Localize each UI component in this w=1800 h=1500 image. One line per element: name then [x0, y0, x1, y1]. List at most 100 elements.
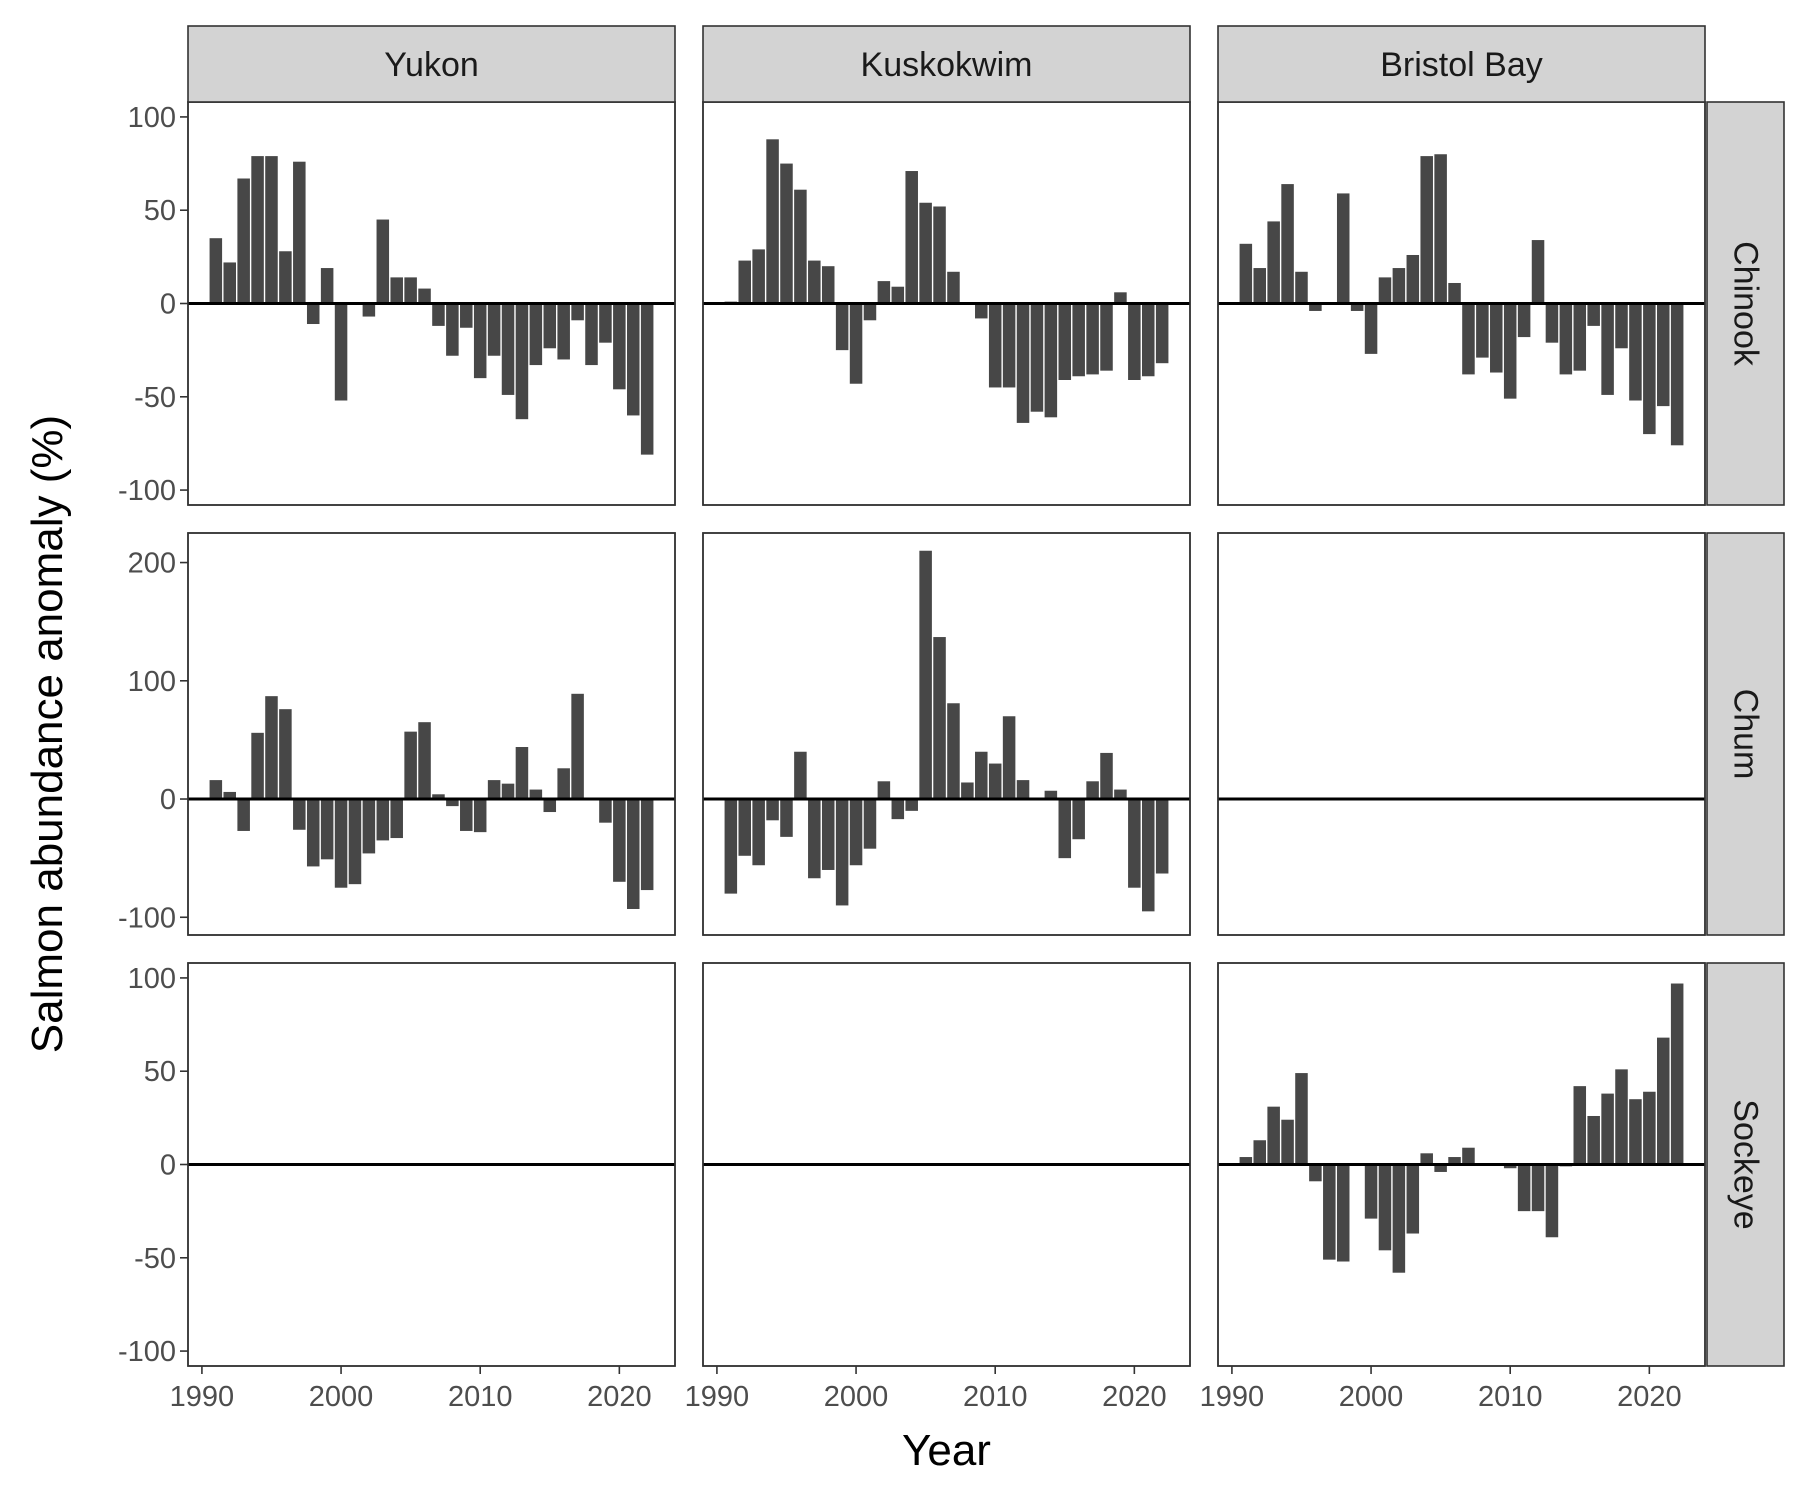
bar-1995: Yukon Chum 1995: 87 [265, 696, 278, 800]
bar-2002: Yukon Chum 2002: -46 [362, 799, 376, 854]
bar-1995: Bristol Bay Chinook 1995: 17 [1295, 271, 1308, 304]
bar-1999: Kuskokwim Chum 1999: -90 [835, 799, 849, 906]
bar-2018: Bristol Bay Sockeye 2018: 51 [1615, 1069, 1628, 1165]
bar-2015: Bristol Bay Sockeye 2015: 42 [1573, 1086, 1587, 1165]
column-strip-kuskokwim [702, 25, 1191, 103]
bar-2016: Kuskokwim Chinook 2016: -39 [1072, 303, 1085, 377]
bar-2008: Kuskokwim Chum 2008: 14 [961, 782, 974, 800]
x-tick-label: 2000 [824, 1381, 889, 1413]
bar-2002: Yukon Chinook 2002: -7 [362, 303, 376, 317]
bar-2003: Kuskokwim Chum 2003: -17 [891, 799, 905, 820]
bar-2001: Bristol Bay Sockeye 2001: -46 [1378, 1164, 1392, 1251]
row-strip-label: Sockeye [1727, 1099, 1765, 1229]
x-axis-title: Year [902, 1426, 991, 1475]
bar-1995: Bristol Bay Sockeye 1995: 49 [1295, 1073, 1308, 1165]
panel-background [702, 532, 1191, 936]
panel-chum-kuskokwim: Kuskokwim Chum 1991: -80Kuskokwim Chum 1… [702, 532, 1191, 936]
bar-2014: Yukon Chum 2014: 8 [529, 789, 543, 800]
bar-2020: Bristol Bay Sockeye 2020: 39 [1643, 1091, 1656, 1165]
bar-2005: Bristol Bay Sockeye 2005: -4 [1434, 1164, 1447, 1172]
bar-2000: Bristol Bay Chinook 2000: -27 [1364, 303, 1378, 354]
column-strip-label: Yukon [384, 46, 479, 84]
bar-2013: Yukon Chum 2013: 44 [515, 747, 529, 800]
bar-1992: Kuskokwim Chum 1992: -48 [738, 799, 751, 856]
bar-2003: Kuskokwim Chinook 2003: 9 [891, 286, 905, 304]
bar-2020: Bristol Bay Chinook 2020: -70 [1643, 303, 1656, 435]
y-tick-label: 100 [128, 666, 176, 698]
bar-2004: Kuskokwim Chum 2004: -10 [905, 799, 918, 811]
row-strip-sockeye [1706, 962, 1785, 1367]
bar-2002: Kuskokwim Chinook 2002: 12 [877, 281, 891, 304]
bar-2002: Kuskokwim Chum 2002: 15 [877, 781, 891, 800]
bar-1999: Kuskokwim Chinook 1999: -25 [835, 303, 849, 351]
bar-2016: Bristol Bay Sockeye 2016: 26 [1587, 1115, 1600, 1165]
bar-2000: Bristol Bay Sockeye 2000: -29 [1364, 1164, 1378, 1219]
bar-1996: Bristol Bay Chinook 1996: -4 [1309, 303, 1322, 311]
bar-1993: Kuskokwim Chinook 1993: 29 [752, 249, 765, 304]
bar-2017: Kuskokwim Chum 2017: 15 [1086, 781, 1099, 800]
bar-1994: Bristol Bay Sockeye 1994: 24 [1281, 1119, 1294, 1165]
bar-2011: Bristol Bay Chinook 2011: -18 [1517, 303, 1531, 338]
panel-chum-bristol-bay [1217, 532, 1706, 936]
bar-2009: Yukon Chum 2009: -27 [460, 799, 473, 831]
bar-2009: Yukon Chinook 2009: -13 [460, 303, 473, 328]
bar-2008: Yukon Chinook 2008: -28 [446, 303, 459, 356]
x-tick-label: 2020 [1617, 1381, 1682, 1413]
bar-1997: Yukon Chinook 1997: 76 [293, 161, 306, 304]
bar-2005: Kuskokwim Chum 2005: 210 [919, 550, 932, 800]
bar-2011: Yukon Chinook 2011: -28 [487, 303, 501, 356]
panel-border [702, 962, 1191, 1367]
bar-2014: Bristol Bay Chinook 2014: -38 [1559, 303, 1573, 375]
bar-2022: Yukon Chinook 2022: -81 [640, 303, 654, 455]
bar-2002: Bristol Bay Chinook 2002: 19 [1392, 268, 1406, 304]
bar-1991: Kuskokwim Chum 1991: -80 [724, 799, 738, 894]
row-strip-label: Chum [1727, 689, 1765, 780]
bar-2012: Kuskokwim Chinook 2012: -64 [1016, 303, 1030, 423]
bar-1998: Bristol Bay Sockeye 1998: -52 [1336, 1164, 1350, 1262]
bar-1994: Yukon Chum 1994: 56 [251, 732, 264, 800]
bar-2004: Yukon Chinook 2004: 14 [390, 277, 403, 304]
bar-2017: Bristol Bay Chinook 2017: -49 [1601, 303, 1614, 395]
bar-1993: Kuskokwim Chum 1993: -56 [752, 799, 765, 866]
bar-1996: Yukon Chum 1996: 76 [279, 709, 292, 800]
bar-1999: Yukon Chum 1999: -51 [320, 799, 334, 860]
bar-2013: Kuskokwim Chinook 2013: -58 [1030, 303, 1044, 412]
bar-1997: Kuskokwim Chum 1997: -67 [808, 799, 821, 879]
y-tick-label: -100 [118, 1336, 176, 1368]
bar-2010: Kuskokwim Chinook 2010: -45 [988, 303, 1002, 388]
bar-1995: Kuskokwim Chum 1995: -32 [780, 799, 793, 837]
x-tick-label: 2000 [1339, 1381, 1404, 1413]
bar-2005: Kuskokwim Chinook 2005: 54 [919, 202, 932, 304]
bar-1998: Yukon Chum 1998: -57 [306, 799, 320, 867]
panel-border [702, 532, 1191, 936]
bar-2020: Yukon Chinook 2020: -46 [613, 303, 626, 390]
bar-2005: Bristol Bay Chinook 2005: 80 [1434, 154, 1447, 304]
bar-2021: Kuskokwim Chum 2021: -95 [1142, 799, 1155, 912]
bar-1996: Bristol Bay Sockeye 1996: -9 [1309, 1164, 1322, 1182]
bar-2006: Yukon Chinook 2006: 8 [418, 288, 431, 304]
bar-2007: Bristol Bay Sockeye 2007: 9 [1462, 1147, 1475, 1165]
bar-1999: Bristol Bay Chinook 1999: -4 [1350, 303, 1364, 311]
bar-2014: Kuskokwim Chum 2014: 7 [1044, 790, 1058, 800]
bar-2000: Yukon Chinook 2000: -52 [334, 303, 348, 401]
bar-2012: Bristol Bay Chinook 2012: 34 [1531, 240, 1545, 304]
y-tick-label: 0 [160, 784, 176, 816]
bar-2016: Yukon Chum 2016: 26 [557, 768, 570, 800]
x-tick-label: 2010 [1478, 1381, 1543, 1413]
panel-sockeye-bristol-bay: Bristol Bay Sockeye 1991: 4Bristol Bay S… [1200, 962, 1706, 1413]
bar-2021: Kuskokwim Chinook 2021: -39 [1142, 303, 1155, 377]
bar-2020: Kuskokwim Chinook 2020: -41 [1128, 303, 1141, 380]
bar-1992: Bristol Bay Chinook 1992: 19 [1253, 268, 1266, 304]
bar-2006: Kuskokwim Chinook 2006: 52 [933, 206, 946, 304]
column-strip-bristol-bay [1217, 25, 1706, 103]
y-tick-label: -100 [118, 475, 176, 507]
bar-1994: Kuskokwim Chum 1994: -18 [766, 799, 779, 821]
bar-2021: Bristol Bay Sockeye 2021: 68 [1657, 1037, 1670, 1165]
bar-2022: Yukon Chum 2022: -77 [640, 799, 654, 891]
bar-2007: Yukon Chinook 2007: -12 [432, 303, 445, 326]
y-axis-title: Salmon abundance anomaly (%) [23, 415, 72, 1053]
bar-2009: Bristol Bay Chinook 2009: -37 [1490, 303, 1503, 373]
